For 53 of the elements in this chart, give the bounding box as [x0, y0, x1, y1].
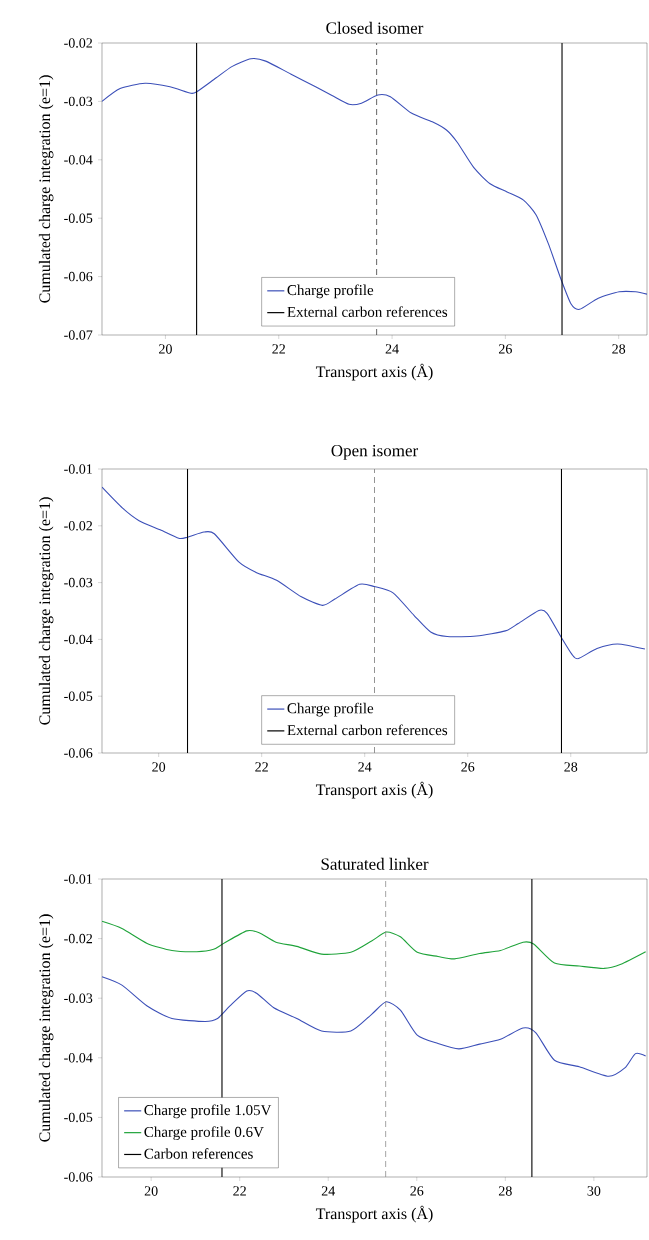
x-tick-label: 24 — [385, 344, 399, 354]
x-axis-title: Transport axis (Å) — [315, 781, 433, 799]
y-tick-label: -0.07 — [64, 330, 93, 340]
legend-label: Charge profile — [287, 284, 374, 299]
y-tick-label: -0.06 — [64, 748, 93, 758]
line-series — [102, 976, 647, 1077]
legend-label: Charge profile — [287, 702, 374, 717]
legend-label: Charge profile 1.05V — [144, 1104, 272, 1119]
y-tick-label: -0.05 — [64, 213, 93, 223]
x-tick-label: 26 — [461, 762, 475, 772]
x-axis-title: Transport axis (Å) — [315, 1205, 433, 1223]
x-tick-label: 28 — [498, 1186, 512, 1196]
x-tick-label: 28 — [612, 344, 626, 354]
legend-label: Carbon references — [144, 1148, 253, 1159]
chart-title: Closed isomer — [326, 21, 424, 34]
y-tick-label: -0.02 — [64, 38, 93, 48]
y-tick-label: -0.02 — [64, 933, 93, 944]
x-tick-label: 26 — [498, 344, 512, 354]
legend-label: External carbon references — [287, 724, 448, 736]
chart-title: Saturated linker — [321, 857, 429, 870]
x-tick-label: 20 — [152, 762, 166, 772]
y-tick-label: -0.05 — [64, 691, 93, 701]
y-tick-label: -0.03 — [64, 96, 93, 107]
x-tick-label: 30 — [587, 1186, 601, 1196]
x-tick-label: 22 — [272, 344, 285, 354]
x-tick-label: 24 — [321, 1186, 336, 1196]
y-axis-title: Cumulated charge integration (e=1) — [38, 75, 54, 303]
x-tick-label: 22 — [233, 1186, 246, 1196]
x-tick-label: 22 — [255, 762, 268, 772]
x-tick-label: 20 — [159, 344, 172, 354]
y-tick-label: -0.03 — [64, 577, 93, 588]
y-axis-title: Cumulated charge integration (e=1) — [38, 497, 54, 725]
y-tick-label: -0.04 — [64, 1053, 93, 1063]
y-tick-label: -0.01 — [64, 874, 92, 884]
x-tick-label: 26 — [410, 1186, 424, 1196]
y-tick-label: -0.03 — [64, 993, 93, 1003]
x-tick-label: 28 — [564, 762, 578, 772]
y-tick-label: -0.04 — [64, 634, 93, 645]
y-tick-label: -0.01 — [64, 464, 92, 474]
line-series — [102, 920, 647, 969]
y-tick-label: -0.06 — [64, 271, 93, 282]
chart-title: Open isomer — [331, 444, 419, 460]
y-tick-label: -0.04 — [64, 155, 93, 165]
x-tick-label: 20 — [144, 1186, 158, 1196]
line-series — [102, 486, 646, 660]
y-axis-title: Cumulated charge integration (e=1) — [38, 914, 54, 1142]
legend-label: Charge profile 0.6V — [144, 1126, 264, 1141]
y-tick-label: -0.02 — [64, 521, 93, 531]
legend-label: External carbon references — [287, 306, 448, 317]
x-tick-label: 24 — [358, 762, 372, 772]
x-axis-title: Transport axis (Å) — [315, 363, 433, 381]
y-tick-label: -0.05 — [64, 1112, 93, 1123]
y-tick-label: -0.06 — [64, 1172, 93, 1182]
